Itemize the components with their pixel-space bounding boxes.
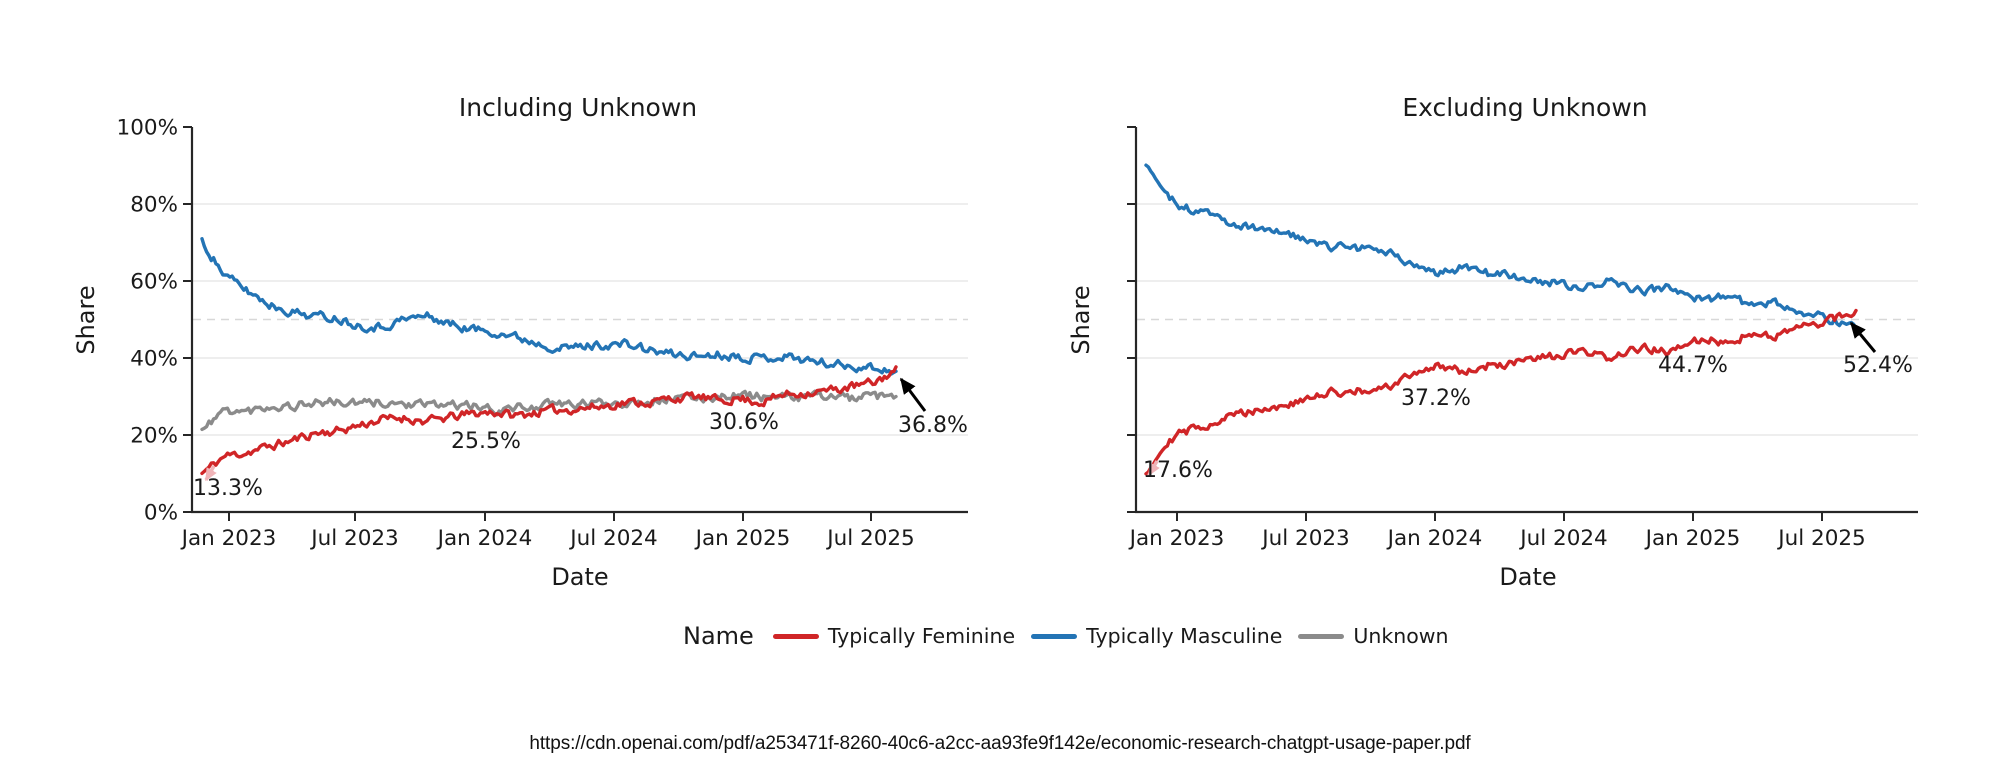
masculine-line-swatch xyxy=(1031,633,1078,639)
annotation-right-jan2025: 44.7% xyxy=(1658,353,1728,378)
svg-text:Jul 2025: Jul 2025 xyxy=(1776,526,1866,551)
legend: Name Typically Feminine Typically Mascul… xyxy=(683,622,1465,650)
svg-text:Jan 2025: Jan 2025 xyxy=(1644,526,1741,551)
svg-text:Jan 2023: Jan 2023 xyxy=(1128,526,1225,551)
svg-text:Jan 2024: Jan 2024 xyxy=(1386,526,1483,551)
svg-text:Jul 2024: Jul 2024 xyxy=(1518,526,1608,551)
svg-text:0%: 0% xyxy=(144,501,178,526)
annotation-right-jan2024: 37.2% xyxy=(1401,386,1471,411)
annotation-left-end: 36.8% xyxy=(898,413,968,438)
right-chart-title: Excluding Unknown xyxy=(1402,93,1648,122)
annotation-right-start: 17.6% xyxy=(1143,458,1213,483)
svg-text:Jan 2023: Jan 2023 xyxy=(180,526,277,551)
svg-text:Jul 2024: Jul 2024 xyxy=(568,526,658,551)
svg-text:Jul 2023: Jul 2023 xyxy=(309,526,399,551)
legend-item-masculine: Typically Masculine xyxy=(1031,624,1282,648)
feminine-line-swatch xyxy=(772,633,819,639)
left-x-axis-label: Date xyxy=(551,563,609,591)
svg-text:Jan 2025: Jan 2025 xyxy=(694,526,791,551)
svg-text:Jul 2023: Jul 2023 xyxy=(1260,526,1350,551)
annotation-right-end: 52.4% xyxy=(1843,353,1913,378)
legend-item-unknown: Unknown xyxy=(1298,624,1449,648)
svg-text:Jul 2025: Jul 2025 xyxy=(825,526,915,551)
svg-text:20%: 20% xyxy=(130,424,178,449)
annotation-left-jan2024: 25.5% xyxy=(451,429,521,454)
legend-item-label: Typically Feminine xyxy=(827,624,1016,648)
legend-title: Name xyxy=(683,622,754,650)
svg-text:Jan 2024: Jan 2024 xyxy=(436,526,533,551)
legend-item-label: Unknown xyxy=(1353,624,1449,648)
left-y-axis-label: Share xyxy=(72,285,100,355)
right-x-axis-label: Date xyxy=(1499,563,1557,591)
unknown-line-swatch xyxy=(1298,633,1345,639)
source-url: https://cdn.openai.com/pdf/a253471f-8260… xyxy=(529,733,1471,754)
left-chart-title: Including Unknown xyxy=(458,93,698,122)
annotation-left-start: 13.3% xyxy=(193,476,263,501)
legend-item-feminine: Typically Feminine xyxy=(772,624,1016,648)
legend-item-label: Typically Masculine xyxy=(1086,624,1283,648)
svg-text:80%: 80% xyxy=(130,193,178,218)
right-y-axis-label: Share xyxy=(1067,285,1095,355)
svg-text:40%: 40% xyxy=(130,347,178,372)
svg-text:100%: 100% xyxy=(117,116,178,141)
svg-text:60%: 60% xyxy=(130,270,178,295)
annotation-left-jan2025: 30.6% xyxy=(709,410,779,435)
